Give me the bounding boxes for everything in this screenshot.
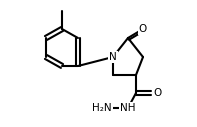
- Text: O: O: [153, 88, 161, 98]
- Text: O: O: [139, 24, 147, 34]
- Text: NH: NH: [120, 103, 136, 113]
- Text: N: N: [109, 52, 117, 62]
- Text: H₂N: H₂N: [92, 103, 112, 113]
